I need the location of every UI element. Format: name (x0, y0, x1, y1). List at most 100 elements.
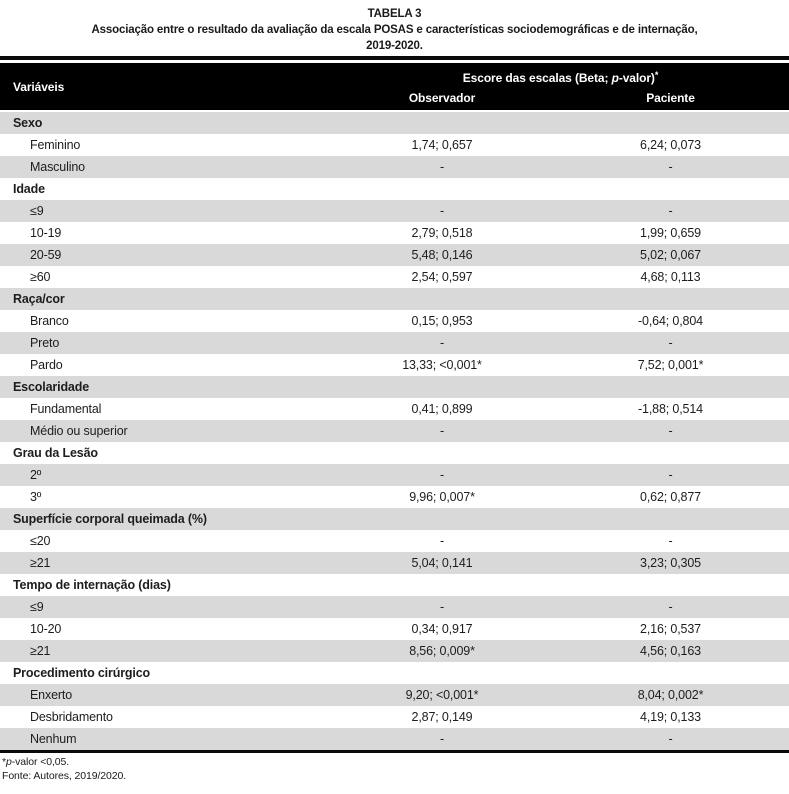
row-observador-value: - (439, 600, 444, 614)
row-paciente-value: - (668, 732, 673, 746)
row-observador-value: - (439, 732, 444, 746)
row-observador-value: 2,87; 0,149 (411, 710, 473, 724)
table-row: Nenhum - - (0, 728, 789, 750)
row-paciente-value: - (668, 600, 673, 614)
row-label: Sexo (13, 116, 43, 130)
row-label: 20-59 (30, 248, 62, 262)
table-row: Escolaridade (0, 376, 789, 398)
table-row: Desbridamento 2,87; 0,149 4,19; 0,133 (0, 706, 789, 728)
row-paciente-value: 0,62; 0,877 (640, 490, 701, 504)
row-label: ≤9 (30, 600, 44, 614)
table-row: Tempo de internação (dias) (0, 574, 789, 596)
row-paciente-value: - (668, 336, 673, 350)
row-label: Idade (13, 182, 45, 196)
row-label: Nenhum (30, 732, 77, 746)
row-label: Desbridamento (30, 710, 113, 724)
table-row: ≥21 5,04; 0,141 3,23; 0,305 (0, 552, 789, 574)
table-row: Procedimento cirúrgico (0, 662, 789, 684)
row-label: ≤9 (30, 204, 44, 218)
row-label: Tempo de internação (dias) (13, 578, 171, 592)
row-paciente-value: 3,23; 0,305 (640, 556, 701, 570)
row-label: Preto (30, 336, 60, 350)
row-label: 10-19 (30, 226, 62, 240)
row-paciente-value: 4,68; 0,113 (640, 270, 701, 284)
table-row: ≥60 2,54; 0,597 4,68; 0,113 (0, 266, 789, 288)
row-observador-value: 2,79; 0,518 (411, 226, 473, 240)
table-caption-line2: 2019-2020. (366, 40, 423, 52)
row-observador-value: 13,33; <0,001* (402, 358, 482, 372)
table-row: ≤9 - - (0, 200, 789, 222)
row-label: ≥60 (30, 270, 51, 284)
top-rule-divider (0, 56, 789, 60)
header-escore-span: Escore das escalas (Beta; p-valor)* (332, 71, 789, 86)
row-label: 2º (30, 468, 42, 482)
footnote-asterisk: * (2, 756, 6, 768)
table-row: 10-19 2,79; 0,518 1,99; 0,659 (0, 222, 789, 244)
table-row: Enxerto 9,20; <0,001* 8,04; 0,002* (0, 684, 789, 706)
table-caption-line1: Associação entre o resultado da avaliaçã… (91, 24, 698, 36)
table-row: ≤20 - - (0, 530, 789, 552)
table-title-block: TABELA 3 Associação entre o resultado da… (0, 0, 789, 54)
row-observador-value: 0,41; 0,899 (411, 402, 473, 416)
table-row: Preto - - (0, 332, 789, 354)
row-label: ≥21 (30, 556, 51, 570)
row-label: Enxerto (30, 688, 73, 702)
row-observador-value: 5,48; 0,146 (411, 248, 473, 262)
table-row: Idade (0, 178, 789, 200)
header-bottom-gap (0, 110, 789, 112)
table-row: Raça/cor (0, 288, 789, 310)
table-row: Fundamental 0,41; 0,899 -1,88; 0,514 (0, 398, 789, 420)
row-paciente-value: 5,02; 0,067 (640, 248, 701, 262)
table-row: 20-59 5,48; 0,146 5,02; 0,067 (0, 244, 789, 266)
row-observador-value: 9,20; <0,001* (405, 688, 479, 702)
row-paciente-value: - (668, 424, 673, 438)
table-row: Médio ou superior - - (0, 420, 789, 442)
table-row: ≤9 - - (0, 596, 789, 618)
row-label: ≥21 (30, 644, 51, 658)
row-paciente-value: - (668, 204, 673, 218)
table-number: TABELA 3 (367, 8, 422, 20)
table-header: Variáveis Escore das escalas (Beta; p-va… (0, 63, 789, 110)
row-observador-value: - (439, 160, 444, 174)
row-observador-value: 8,56; 0,009* (409, 644, 475, 658)
header-col-paciente: Paciente (646, 91, 695, 105)
table-row: Feminino 1,74; 0,657 6,24; 0,073 (0, 134, 789, 156)
row-paciente-value: 4,19; 0,133 (640, 710, 701, 724)
row-label: Raça/cor (13, 292, 65, 306)
row-label: 10-20 (30, 622, 62, 636)
row-paciente-value: 1,99; 0,659 (640, 226, 701, 240)
header-escore-prefix: Escore das escalas (Beta; (462, 71, 612, 85)
top-rule-gap (0, 60, 789, 63)
table-row: ≥21 8,56; 0,009* 4,56; 0,163 (0, 640, 789, 662)
row-label: 3º (30, 490, 42, 504)
table-row: Branco 0,15; 0,953 -0,64; 0,804 (0, 310, 789, 332)
table-row: Masculino - - (0, 156, 789, 178)
row-paciente-value: 8,04; 0,002* (637, 688, 704, 702)
row-observador-value: 0,15; 0,953 (411, 314, 473, 328)
row-paciente-value: - (668, 160, 673, 174)
footnote-pvalor-rest: -valor <0,05. (11, 756, 70, 768)
row-paciente-value: -0,64; 0,804 (638, 314, 703, 328)
table-row: 10-20 0,34; 0,917 2,16; 0,537 (0, 618, 789, 640)
row-label: Fundamental (30, 402, 102, 416)
row-observador-value: 2,54; 0,597 (411, 270, 473, 284)
row-observador-value: - (439, 534, 444, 548)
row-paciente-value: 6,24; 0,073 (640, 138, 701, 152)
row-label: Branco (30, 314, 69, 328)
table-row: Grau da Lesão (0, 442, 789, 464)
row-label: Masculino (30, 160, 85, 174)
footer-rule-divider (0, 750, 789, 753)
table-row: Superfície corporal queimada (%) (0, 508, 789, 530)
header-variaveis: Variáveis (13, 79, 65, 94)
header-escore-p-italic: p (611, 71, 619, 85)
row-paciente-value: - (668, 534, 673, 548)
table-row: 2º - - (0, 464, 789, 486)
row-observador-value: - (439, 336, 444, 350)
footnote-p-italic: p (6, 756, 12, 768)
row-observador-value: - (439, 204, 444, 218)
header-escore-asterisk: * (654, 70, 659, 80)
row-label: Procedimento cirúrgico (13, 666, 151, 680)
row-label: Médio ou superior (30, 424, 128, 438)
row-observador-value: 9,96; 0,007* (409, 490, 475, 504)
